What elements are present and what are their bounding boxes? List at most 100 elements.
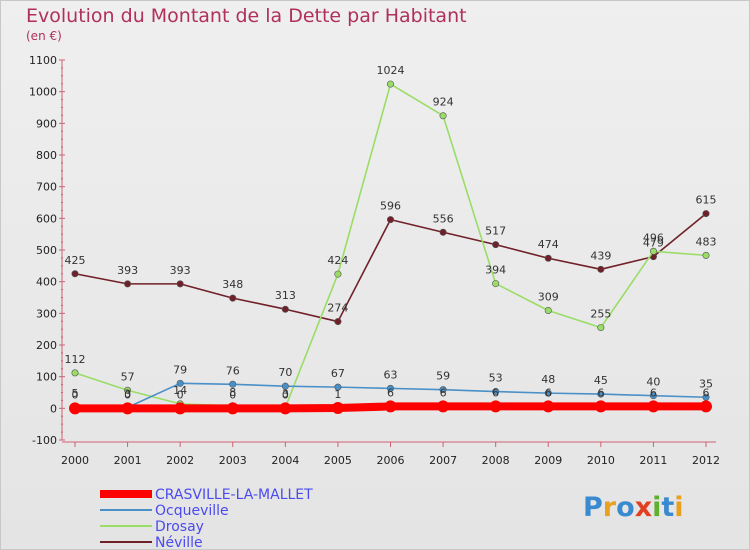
data-point — [702, 210, 710, 218]
data-label: 474 — [538, 238, 559, 251]
data-point — [69, 402, 81, 415]
data-label: 57 — [121, 370, 135, 383]
y-tick-label: 400 — [36, 276, 57, 289]
data-point — [544, 306, 552, 314]
series-2 — [71, 80, 710, 411]
data-point — [594, 400, 607, 413]
data-point — [649, 247, 657, 255]
data-label: 479 — [643, 237, 664, 250]
data-label: 67 — [331, 367, 345, 380]
data-point — [597, 324, 605, 332]
logo-text: Proxiti — [583, 492, 684, 523]
data-label: 6 — [440, 386, 447, 399]
data-label: 76 — [226, 364, 240, 377]
data-point — [176, 280, 184, 288]
data-point — [702, 251, 710, 259]
y-tick-label: 300 — [36, 307, 57, 320]
logo-letter: i — [674, 492, 683, 523]
y-tick-label: 0 — [50, 402, 57, 415]
y-tick-label: 100 — [36, 371, 57, 384]
logo-letter: r — [603, 492, 617, 523]
data-label: 3 — [282, 387, 289, 400]
data-point — [226, 402, 239, 415]
data-point — [121, 402, 134, 415]
x-tick-label: 2009 — [534, 454, 562, 467]
data-label: 439 — [590, 249, 611, 262]
logo-letter: t — [661, 492, 674, 523]
data-point — [334, 383, 342, 391]
legend-label: CRASVILLE-LA-MALLET — [155, 487, 313, 503]
x-tick-label: 2010 — [587, 454, 615, 467]
x-tick-label: 2011 — [639, 454, 667, 467]
legend-label: Néville — [155, 535, 203, 550]
data-point — [386, 216, 394, 224]
data-point — [647, 400, 660, 413]
data-point — [124, 280, 132, 288]
data-label: 8 — [229, 386, 236, 399]
data-point — [334, 270, 342, 278]
data-label: 6 — [597, 386, 604, 399]
data-label: 0 — [177, 388, 184, 401]
data-point — [597, 390, 605, 398]
series-line — [74, 83, 707, 409]
data-label: 70 — [278, 366, 292, 379]
data-point — [597, 265, 605, 273]
data-label: 5 — [72, 387, 79, 400]
y-tick-label: 1100 — [29, 54, 57, 67]
logo-letter: x — [635, 492, 652, 523]
data-point — [174, 402, 187, 415]
x-tick-label: 2004 — [271, 454, 299, 467]
legend-label: Drosay — [155, 519, 204, 535]
x-tick-label: 2007 — [429, 454, 457, 467]
y-tick-label: 900 — [36, 117, 57, 130]
x-tick-label: 2002 — [166, 454, 194, 467]
data-point — [331, 402, 344, 415]
data-label: 6 — [703, 386, 710, 399]
data-label: 3 — [124, 387, 131, 400]
data-label: 483 — [696, 235, 717, 248]
data-label: 1 — [334, 388, 341, 401]
data-label: 0 — [124, 388, 131, 401]
y-tick-label: 800 — [36, 149, 57, 162]
y-tick-label: 600 — [36, 212, 57, 225]
logo-letter: i — [652, 492, 661, 523]
chart-subtitle: (en €) — [26, 29, 62, 43]
data-point — [281, 382, 289, 390]
legend-label: Ocqueville — [155, 503, 229, 519]
data-label: 1024 — [377, 64, 405, 77]
data-point — [542, 400, 555, 413]
legend: CRASVILLE-LA-MALLETOcquevilleDrosayNévil… — [100, 487, 313, 550]
data-label: 274 — [327, 302, 348, 315]
data-label: 924 — [433, 96, 454, 109]
data-label: 424 — [327, 254, 348, 267]
data-label: 255 — [590, 308, 611, 321]
data-label: 35 — [699, 377, 713, 390]
data-point — [649, 392, 657, 400]
data-point — [700, 400, 712, 413]
data-label: 596 — [380, 200, 401, 213]
data-point — [439, 112, 447, 120]
data-point — [71, 369, 79, 377]
data-label: 313 — [275, 289, 296, 302]
data-label: 425 — [65, 254, 86, 267]
x-tick-label: 2012 — [692, 454, 720, 467]
data-point — [544, 254, 552, 262]
data-label: 14 — [173, 384, 187, 397]
data-point — [439, 228, 447, 236]
series-0 — [69, 400, 712, 415]
data-point — [492, 280, 500, 288]
data-label: 556 — [433, 212, 454, 225]
data-label: 53 — [489, 372, 503, 385]
data-label: 79 — [173, 363, 187, 376]
data-label: 6 — [492, 386, 499, 399]
data-label: 615 — [696, 194, 717, 207]
data-label: 45 — [594, 374, 608, 387]
x-tick-label: 2000 — [61, 454, 89, 467]
y-tick-label: 500 — [36, 244, 57, 257]
data-point — [176, 379, 184, 387]
data-label: 517 — [485, 225, 506, 238]
data-point — [492, 241, 500, 249]
data-point — [544, 389, 552, 397]
x-tick-label: 2008 — [482, 454, 510, 467]
